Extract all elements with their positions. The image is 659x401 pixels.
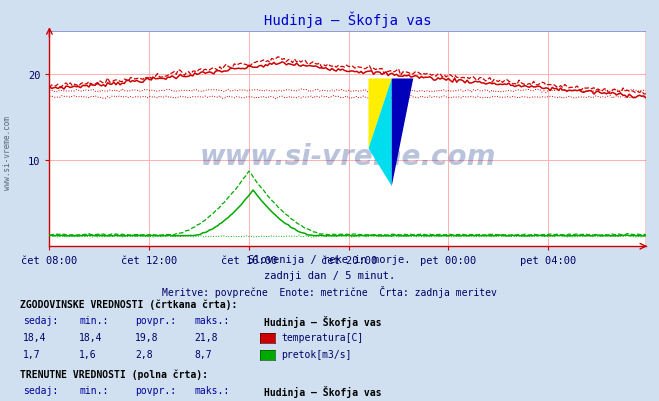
Text: min.:: min.: xyxy=(79,316,109,326)
Text: povpr.:: povpr.: xyxy=(135,316,176,326)
Text: Hudinja – Škofja vas: Hudinja – Škofja vas xyxy=(264,316,381,328)
Title: Hudinja – Škofja vas: Hudinja – Škofja vas xyxy=(264,12,432,28)
Text: Hudinja – Škofja vas: Hudinja – Škofja vas xyxy=(264,385,381,397)
Text: TRENUTNE VREDNOSTI (polna črta):: TRENUTNE VREDNOSTI (polna črta): xyxy=(20,368,208,379)
Text: www.si-vreme.com: www.si-vreme.com xyxy=(200,142,496,170)
Polygon shape xyxy=(368,79,391,186)
Text: www.si-vreme.com: www.si-vreme.com xyxy=(3,115,13,189)
Text: 8,7: 8,7 xyxy=(194,349,212,359)
Text: sedaj:: sedaj: xyxy=(23,316,58,326)
Text: 18,4: 18,4 xyxy=(23,332,47,342)
Text: 18,4: 18,4 xyxy=(79,332,103,342)
Text: min.:: min.: xyxy=(79,385,109,395)
Text: ZGODOVINSKE VREDNOSTI (črtkana črta):: ZGODOVINSKE VREDNOSTI (črtkana črta): xyxy=(20,299,237,309)
Text: maks.:: maks.: xyxy=(194,316,229,326)
Text: 19,8: 19,8 xyxy=(135,332,159,342)
Text: 2,8: 2,8 xyxy=(135,349,153,359)
Text: 1,6: 1,6 xyxy=(79,349,97,359)
Text: 1,7: 1,7 xyxy=(23,349,41,359)
Text: temperatura[C]: temperatura[C] xyxy=(281,332,364,342)
Text: pretok[m3/s]: pretok[m3/s] xyxy=(281,349,352,359)
Polygon shape xyxy=(368,79,391,149)
Text: Slovenija / reke in morje.: Slovenija / reke in morje. xyxy=(248,255,411,265)
Text: Meritve: povprečne  Enote: metrične  Črta: zadnja meritev: Meritve: povprečne Enote: metrične Črta:… xyxy=(162,285,497,297)
Text: povpr.:: povpr.: xyxy=(135,385,176,395)
Polygon shape xyxy=(391,79,413,186)
Text: maks.:: maks.: xyxy=(194,385,229,395)
Text: 21,8: 21,8 xyxy=(194,332,218,342)
Text: sedaj:: sedaj: xyxy=(23,385,58,395)
Text: zadnji dan / 5 minut.: zadnji dan / 5 minut. xyxy=(264,270,395,280)
